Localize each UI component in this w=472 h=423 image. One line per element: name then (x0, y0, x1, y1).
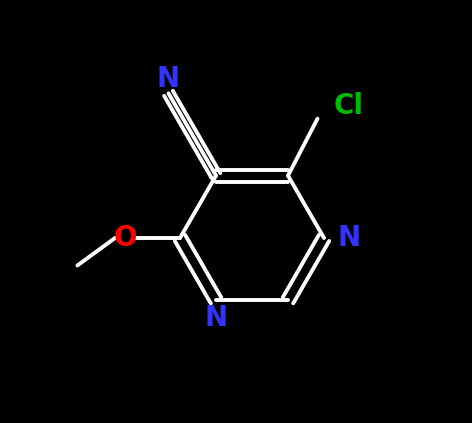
Text: N: N (204, 305, 228, 332)
Text: N: N (338, 224, 361, 252)
Text: Cl: Cl (334, 92, 363, 120)
Text: N: N (157, 66, 180, 93)
Text: O: O (113, 224, 137, 252)
